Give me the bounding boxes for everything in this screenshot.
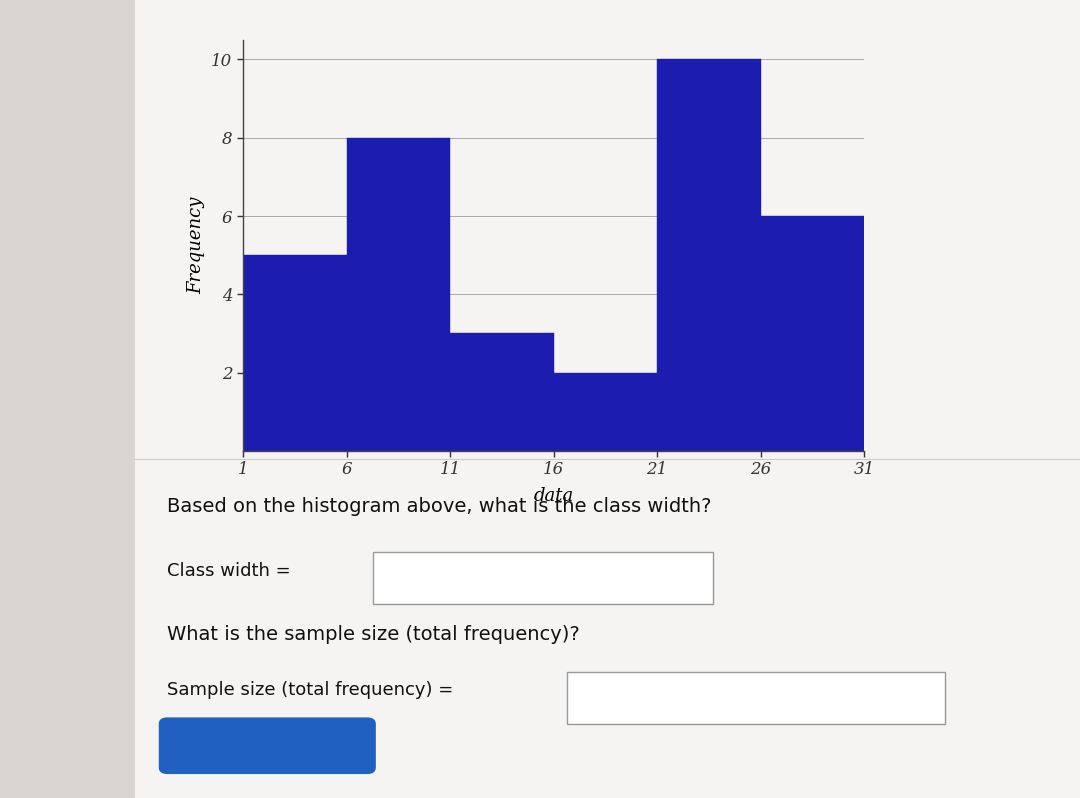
Bar [657, 60, 760, 451]
Bar [760, 216, 864, 451]
Text: Based on the histogram above, what is the class width?: Based on the histogram above, what is th… [167, 497, 712, 516]
Text: Submit Question: Submit Question [189, 737, 346, 755]
X-axis label: data: data [534, 487, 573, 504]
Text: Class width =: Class width = [167, 562, 291, 579]
Text: Sample size (total frequency) =: Sample size (total frequency) = [167, 681, 454, 699]
Bar [243, 255, 347, 451]
Y-axis label: Frequency: Frequency [188, 196, 206, 294]
Text: What is the sample size (total frequency)?: What is the sample size (total frequency… [167, 625, 580, 644]
Bar [554, 373, 657, 451]
Bar [347, 138, 450, 451]
Bar [450, 334, 554, 451]
